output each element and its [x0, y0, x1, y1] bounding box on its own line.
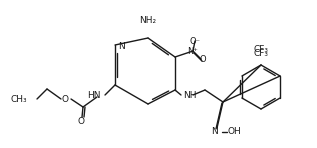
- Text: N⁺: N⁺: [188, 46, 198, 56]
- Text: O: O: [77, 116, 85, 126]
- Text: NH₂: NH₂: [139, 16, 157, 25]
- Text: CF₃: CF₃: [254, 49, 268, 58]
- Text: O: O: [61, 95, 68, 103]
- Text: N: N: [118, 41, 125, 50]
- Text: HN: HN: [87, 90, 101, 99]
- Text: NH: NH: [183, 90, 197, 99]
- Text: O: O: [200, 54, 206, 63]
- Text: N: N: [212, 127, 218, 136]
- Text: CH₃: CH₃: [10, 95, 27, 103]
- Text: CF₃: CF₃: [254, 45, 268, 53]
- Text: O⁻: O⁻: [190, 37, 200, 45]
- Text: OH: OH: [227, 127, 241, 136]
